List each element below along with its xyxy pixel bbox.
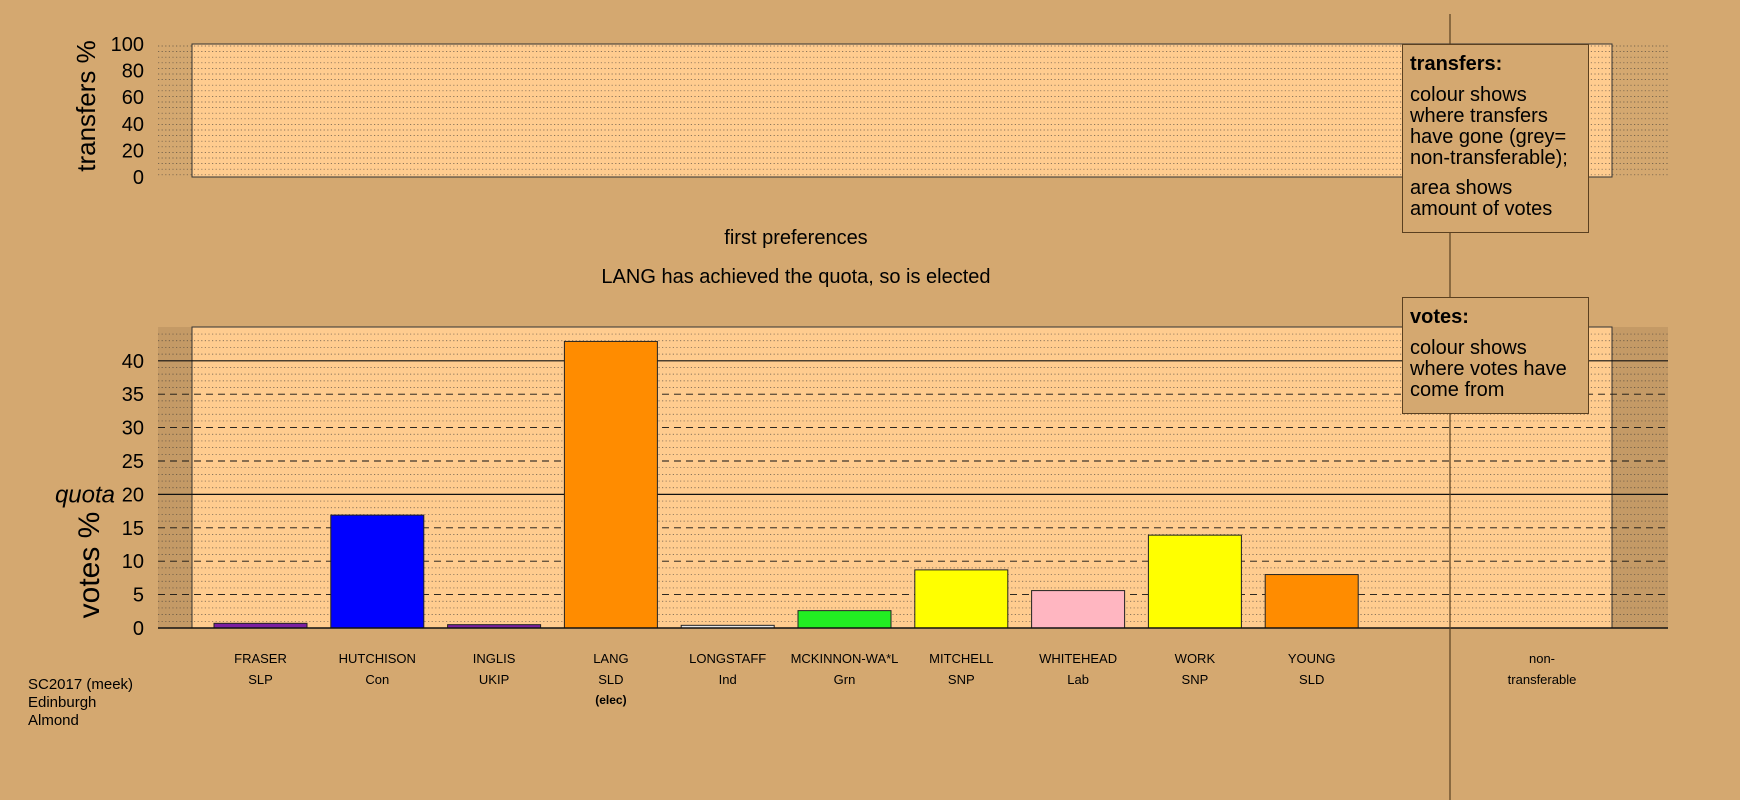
bar-work	[1147, 534, 1242, 629]
stage-title: first preferences	[724, 227, 867, 249]
bar-hutchison	[330, 514, 425, 629]
transfers-axis-label: transfers %	[71, 40, 101, 172]
candidate-name-label: FRASER	[234, 651, 287, 666]
candidate-name-label: WHITEHEAD	[1039, 651, 1117, 666]
transfers-tick-label-40: 40	[122, 114, 144, 136]
candidate-party-label: UKIP	[479, 672, 509, 687]
transfers-legend-title: transfers:	[1410, 53, 1503, 75]
candidate-party-label: SLP	[248, 672, 273, 687]
candidate-name-label: HUTCHISON	[339, 651, 416, 666]
election-caption-ward: Almond	[28, 712, 79, 729]
transfers-tick-label-60: 60	[122, 87, 144, 109]
candidate-party-label: SNP	[948, 672, 975, 687]
votes-legend: votes: colour shows where votes have com…	[1402, 297, 1589, 414]
candidate-party-label: SNP	[1182, 672, 1209, 687]
transfers-tick-label-100: 100	[111, 34, 144, 56]
candidate-party-label: Ind	[719, 672, 737, 687]
non-transferable-label-1: non-	[1529, 651, 1555, 666]
transfers-legend-text-colour: colour shows where transfers have gone (…	[1410, 84, 1568, 169]
candidate-name-label: LANG	[593, 651, 628, 666]
candidate-name-label: YOUNG	[1288, 651, 1336, 666]
transfers-tick-label-20: 20	[122, 140, 144, 162]
votes-plot-frame	[191, 326, 1613, 629]
status-message: LANG has achieved the quota, so is elect…	[601, 266, 990, 288]
candidate-name-label: INGLIS	[473, 651, 516, 666]
election-caption: SC2017 (meek) Edinburgh Almond	[28, 676, 133, 730]
votes-tick-label-35: 35	[122, 384, 144, 406]
votes-tick-label-20: 20	[122, 484, 144, 506]
candidate-party-label: Con	[365, 672, 389, 687]
quota-label: quota	[55, 481, 115, 508]
candidate-party-label: Grn	[834, 672, 856, 687]
candidate-party-label: SLD	[1299, 672, 1324, 687]
candidate-name-label: WORK	[1175, 651, 1216, 666]
transfers-legend: transfers: colour shows where transfers …	[1402, 44, 1589, 233]
votes-legend-text: colour shows where votes have come from	[1410, 337, 1567, 401]
votes-tick-label-25: 25	[122, 451, 144, 473]
candidate-name-label: MITCHELL	[929, 651, 993, 666]
candidate-name-label: MCKINNON-WA*L	[791, 651, 899, 666]
transfers-tick-label-80: 80	[122, 61, 144, 83]
election-caption-method: SC2017 (meek)	[28, 676, 134, 693]
bar-mckinnon-wa*l	[797, 610, 892, 629]
candidate-party-label: SLD	[598, 672, 623, 687]
votes-tick-label-30: 30	[122, 418, 144, 440]
votes-tick-label-5: 5	[133, 585, 144, 607]
candidate-party-label: Lab	[1067, 672, 1089, 687]
transfers-legend-text-area: area shows amount of votes	[1410, 177, 1553, 220]
candidate-status-label: (elec)	[595, 693, 626, 707]
transfers-plot-frame	[191, 43, 1613, 178]
transfers-tick-label-0: 0	[133, 167, 144, 189]
non-transferable-label-2: transferable	[1508, 672, 1577, 687]
votes-tick-label-0: 0	[133, 618, 144, 640]
candidate-name-label: LONGSTAFF	[689, 651, 766, 666]
bar-lang	[563, 340, 658, 629]
election-caption-region: Edinburgh	[28, 694, 97, 711]
votes-axis-label: votes %	[73, 512, 106, 619]
votes-outer-band-right	[1612, 327, 1668, 628]
bar-mitchell	[914, 569, 1009, 629]
bar-young	[1264, 574, 1359, 629]
votes-tick-label-15: 15	[122, 518, 144, 540]
votes-legend-title: votes:	[1410, 306, 1469, 328]
votes-outer-band-left	[158, 327, 192, 628]
votes-tick-label-10: 10	[122, 551, 144, 573]
bar-whitehead	[1031, 590, 1126, 629]
votes-tick-label-40: 40	[122, 351, 144, 373]
